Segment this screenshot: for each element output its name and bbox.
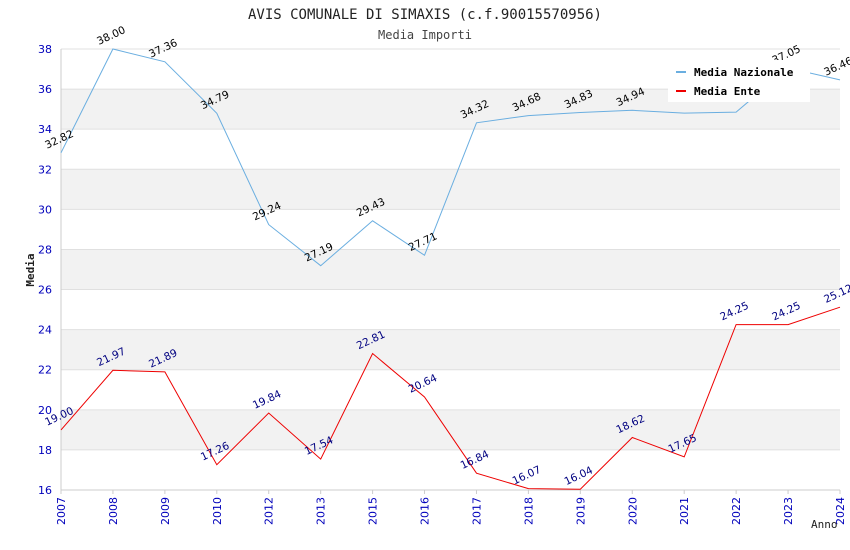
grid-band	[61, 249, 840, 290]
series-line-media-ente	[60, 306, 841, 490]
grid-band	[61, 409, 840, 450]
y-tick-label: 22	[38, 364, 52, 377]
data-label: 16.84	[459, 448, 492, 472]
chart-title: AVIS COMUNALE DI SIMAXIS (c.f.9001557095…	[248, 7, 602, 23]
x-tick-label: 2022	[730, 497, 743, 525]
x-tick-label: 2016	[419, 497, 432, 525]
x-tick-label: 2021	[678, 497, 691, 525]
chart-subtitle: Media Importi	[378, 28, 472, 42]
data-label: 36.46	[822, 55, 850, 79]
data-label: 20.64	[407, 372, 440, 396]
x-tick-label: 2023	[782, 497, 795, 525]
legend-label: Media Nazionale	[694, 66, 794, 79]
x-tick-label: 2013	[315, 497, 328, 525]
y-tick-labels: 16 18 20 22 24 26 28 30 32 34 36 38	[38, 43, 52, 497]
y-tick-label: 38	[38, 43, 52, 56]
y-tick-label: 16	[38, 484, 52, 497]
legend-label: Media Ente	[694, 85, 761, 98]
x-tick-label: 2007	[55, 497, 68, 525]
data-label: 37.36	[147, 37, 180, 61]
y-tick-label: 32	[38, 163, 52, 176]
plot-background-bands	[61, 89, 840, 450]
grid-band	[61, 329, 840, 370]
x-tick-label: 2010	[211, 497, 224, 525]
series-lines	[60, 48, 841, 490]
y-tick-label: 26	[38, 284, 52, 297]
legend: Media Nazionale Media Ente	[668, 60, 810, 102]
x-tick-labels: 2007 2008 2009 2010 2012 2013 2015 2016 2017 2018…	[55, 490, 847, 525]
x-axis-label: Anno	[811, 518, 838, 531]
data-label: 16.07	[511, 464, 543, 488]
y-axis-label: Media	[24, 253, 37, 286]
data-label: 24.25	[770, 300, 802, 324]
x-tick-label: 2008	[107, 497, 120, 525]
y-tick-label: 18	[38, 444, 52, 457]
data-label: 24.25	[718, 300, 750, 324]
x-tick-label: 2017	[470, 497, 483, 525]
x-tick-label: 2018	[522, 497, 535, 525]
data-label: 19.84	[251, 388, 284, 412]
data-label: 38.00	[95, 24, 127, 48]
x-tick-label: 2024	[834, 497, 847, 525]
x-tick-label: 2019	[574, 497, 587, 525]
gridlines	[61, 48, 840, 491]
y-tick-label: 30	[38, 203, 52, 216]
y-tick-label: 24	[38, 324, 52, 337]
x-tick-label: 2020	[626, 497, 639, 525]
legend-box	[668, 60, 810, 102]
x-tick-label: 2015	[367, 497, 380, 525]
data-label: 16.04	[563, 464, 596, 488]
y-tick-label: 28	[38, 243, 52, 256]
y-tick-label: 36	[38, 83, 52, 96]
y-tick-label: 34	[38, 123, 52, 136]
series-line-media-nazionale	[60, 48, 841, 267]
x-tick-label: 2009	[159, 497, 172, 525]
y-tick-label: 20	[38, 404, 52, 417]
x-tick-label: 2012	[263, 497, 276, 525]
